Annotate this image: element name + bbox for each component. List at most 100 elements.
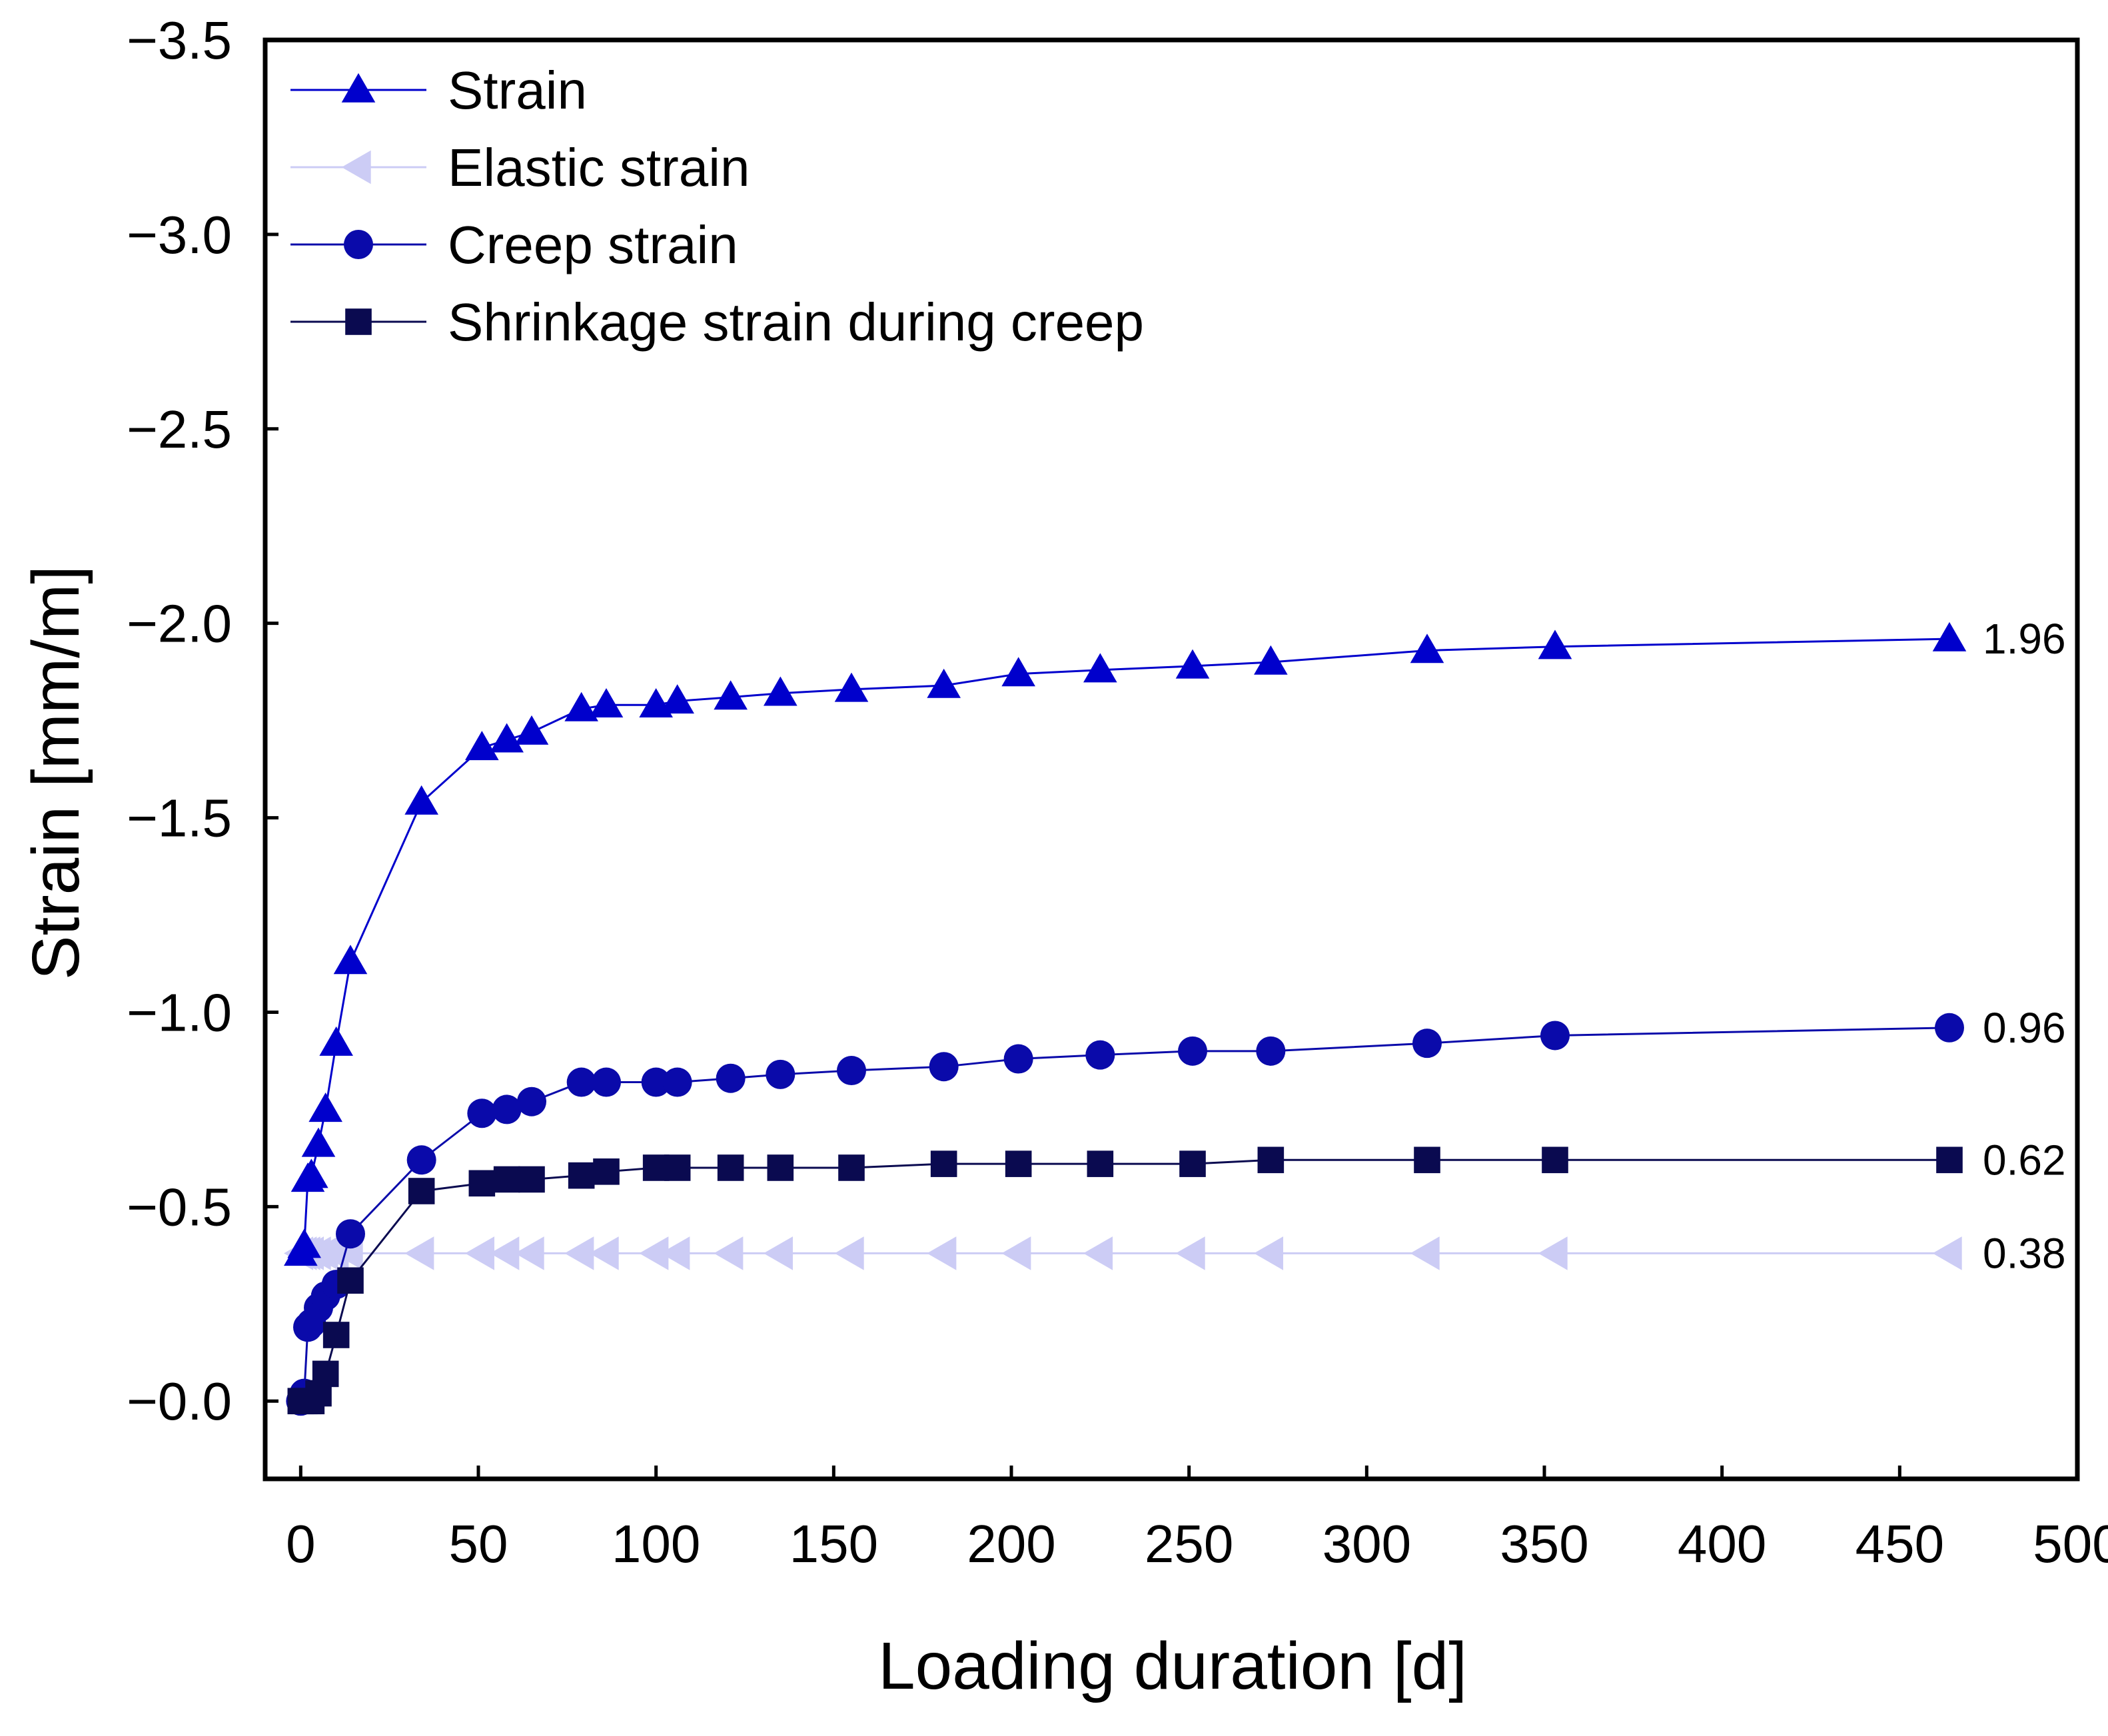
data-point — [764, 1236, 793, 1270]
data-point — [664, 1154, 691, 1181]
data-point — [1936, 1146, 1963, 1174]
data-point — [589, 687, 624, 717]
x-axis: 0 50 100 150 200 250 300 350 400 450 500 — [286, 1466, 2108, 1573]
data-point — [660, 1236, 690, 1270]
data-point — [517, 1086, 546, 1116]
data-point — [1179, 1150, 1206, 1177]
plot-frame — [263, 37, 2080, 1482]
data-point — [716, 1063, 746, 1093]
data-point — [641, 1067, 671, 1097]
data-point — [408, 1178, 435, 1204]
data-point — [834, 1236, 864, 1270]
x-tick-label: 300 — [1322, 1514, 1411, 1573]
data-point — [404, 785, 438, 815]
data-point — [322, 1322, 350, 1348]
data-point — [1175, 649, 1210, 679]
legend-label: Elastic strain — [448, 138, 750, 197]
data-point — [927, 668, 961, 698]
y-tick-label: −0.0 — [127, 1372, 232, 1431]
series-shrinkage-strain-during-creep — [287, 1146, 1963, 1415]
data-point — [717, 1154, 744, 1181]
data-point — [639, 1236, 669, 1270]
data-point — [927, 1236, 957, 1270]
data-point — [568, 1162, 595, 1189]
data-point — [301, 1127, 336, 1157]
y-tick-label: −1.5 — [127, 789, 232, 848]
end-label-elastic-strain: 0.38 — [1983, 1229, 2066, 1277]
data-point — [838, 1154, 865, 1181]
data-point — [467, 1098, 497, 1128]
x-tick-label: 400 — [1678, 1514, 1766, 1573]
data-point — [766, 1059, 795, 1089]
data-point — [1175, 1236, 1205, 1270]
y-tick-label: −1.0 — [127, 983, 232, 1042]
legend-item-shrinkage-strain-during-creep: Shrinkage strain during creep — [290, 292, 1144, 352]
data-point — [1178, 1036, 1207, 1066]
data-point — [404, 1236, 434, 1270]
legend-item-creep-strain: Creep strain — [290, 215, 738, 274]
data-point — [593, 1158, 620, 1185]
data-point — [1083, 653, 1117, 683]
data-point — [514, 1236, 544, 1270]
y-axis: −0.0 −0.5 −1.0 −1.5 −2.0 −2.5 −3.0 −3.5 — [127, 11, 278, 1431]
data-point — [514, 715, 549, 745]
data-point — [930, 1150, 957, 1177]
data-point — [1414, 1146, 1440, 1174]
y-tick-label: −3.5 — [127, 11, 232, 70]
data-point — [493, 1166, 520, 1193]
data-point — [490, 1236, 520, 1270]
data-point — [287, 1228, 321, 1258]
data-point — [1410, 1236, 1440, 1270]
data-point — [518, 1166, 545, 1193]
y-axis-title: Strain [mm/m] — [19, 566, 93, 980]
data-point — [1256, 1036, 1286, 1066]
legend-label: Strain — [448, 61, 587, 120]
data-point — [337, 1267, 364, 1294]
data-point — [468, 1170, 496, 1197]
data-point — [566, 1067, 596, 1097]
data-point — [1001, 657, 1035, 687]
end-label-shrinkage-strain-during-creep: 0.62 — [1983, 1136, 2066, 1184]
data-point — [1085, 1040, 1115, 1070]
data-point — [1083, 1236, 1113, 1270]
legend-marker — [345, 308, 372, 335]
legend-item-strain: Strain — [290, 61, 587, 120]
data-point — [1257, 1146, 1285, 1174]
data-point — [406, 1145, 436, 1175]
legend-item-elastic-strain: Elastic strain — [290, 138, 750, 197]
data-point — [1542, 1146, 1568, 1174]
data-point — [1254, 1236, 1284, 1270]
x-tick-label: 100 — [612, 1514, 700, 1573]
data-point — [465, 731, 499, 761]
data-point — [1087, 1150, 1114, 1177]
data-point — [1005, 1150, 1032, 1177]
x-tick-label: 450 — [1855, 1514, 1944, 1573]
data-point — [589, 1236, 619, 1270]
legend-label: Creep strain — [448, 215, 738, 274]
data-point — [312, 1360, 339, 1388]
legend-label: Shrinkage strain during creep — [448, 292, 1144, 352]
data-point — [294, 1158, 328, 1188]
data-point — [714, 1236, 744, 1270]
data-point — [319, 1026, 353, 1056]
x-tick-label: 250 — [1145, 1514, 1233, 1573]
data-point — [1538, 630, 1572, 659]
data-point — [660, 684, 694, 714]
data-point — [465, 1236, 495, 1270]
data-point — [1001, 1236, 1031, 1270]
x-tick-label: 50 — [449, 1514, 508, 1573]
data-point — [333, 945, 368, 975]
data-point — [1932, 1236, 1962, 1270]
y-tick-label: −2.5 — [127, 400, 232, 459]
plot-area — [284, 622, 1967, 1416]
data-point — [1935, 1013, 1964, 1043]
data-point — [592, 1067, 621, 1097]
legend-marker — [341, 73, 376, 103]
data-point — [336, 1219, 365, 1249]
data-point — [1410, 634, 1444, 663]
data-point — [1538, 1236, 1568, 1270]
x-tick-label: 500 — [2033, 1514, 2108, 1573]
legend-marker — [344, 230, 373, 259]
